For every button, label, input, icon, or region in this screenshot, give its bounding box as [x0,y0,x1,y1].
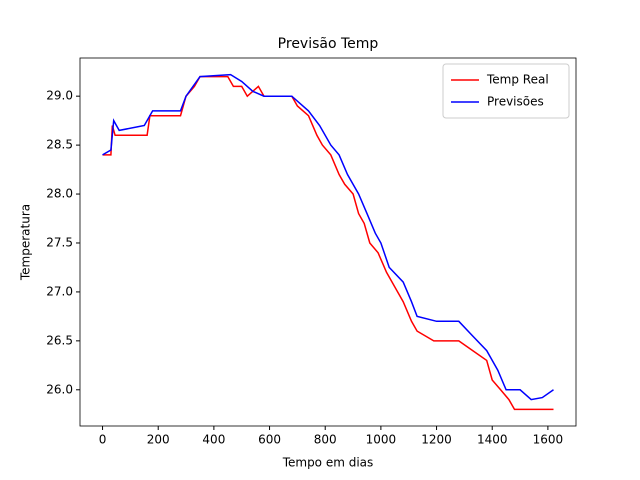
y-tick-label: 28.0 [46,187,73,201]
y-axis-label: Temperatura [19,204,33,281]
x-tick-label: 1600 [533,433,564,447]
series-line [102,73,554,401]
y-tick-label: 28.5 [46,138,73,152]
y-tick-label: 27.5 [46,235,73,249]
axes-frame [79,57,577,427]
x-tick-label: 1200 [421,433,452,447]
x-tick-label: 400 [202,433,225,447]
series-line [102,75,554,411]
legend-box [442,63,570,119]
x-tick-label: 1400 [477,433,508,447]
y-tick-label: 26.5 [46,333,73,347]
y-tick-label: 29.0 [46,89,73,103]
y-tick-label: 27.0 [46,284,73,298]
chart-title: Previsão Temp [278,36,379,52]
y-tick-label: 26.0 [46,382,73,396]
x-tick-label: 600 [258,433,281,447]
x-axis-label: Tempo em dias [282,456,374,470]
x-tick-label: 1000 [366,433,397,447]
x-tick-label: 0 [99,433,107,447]
x-tick-label: 200 [147,433,170,447]
x-tick-label: 800 [314,433,337,447]
legend-label: Previsões [487,95,544,109]
legend-label: Temp Real [486,73,549,87]
